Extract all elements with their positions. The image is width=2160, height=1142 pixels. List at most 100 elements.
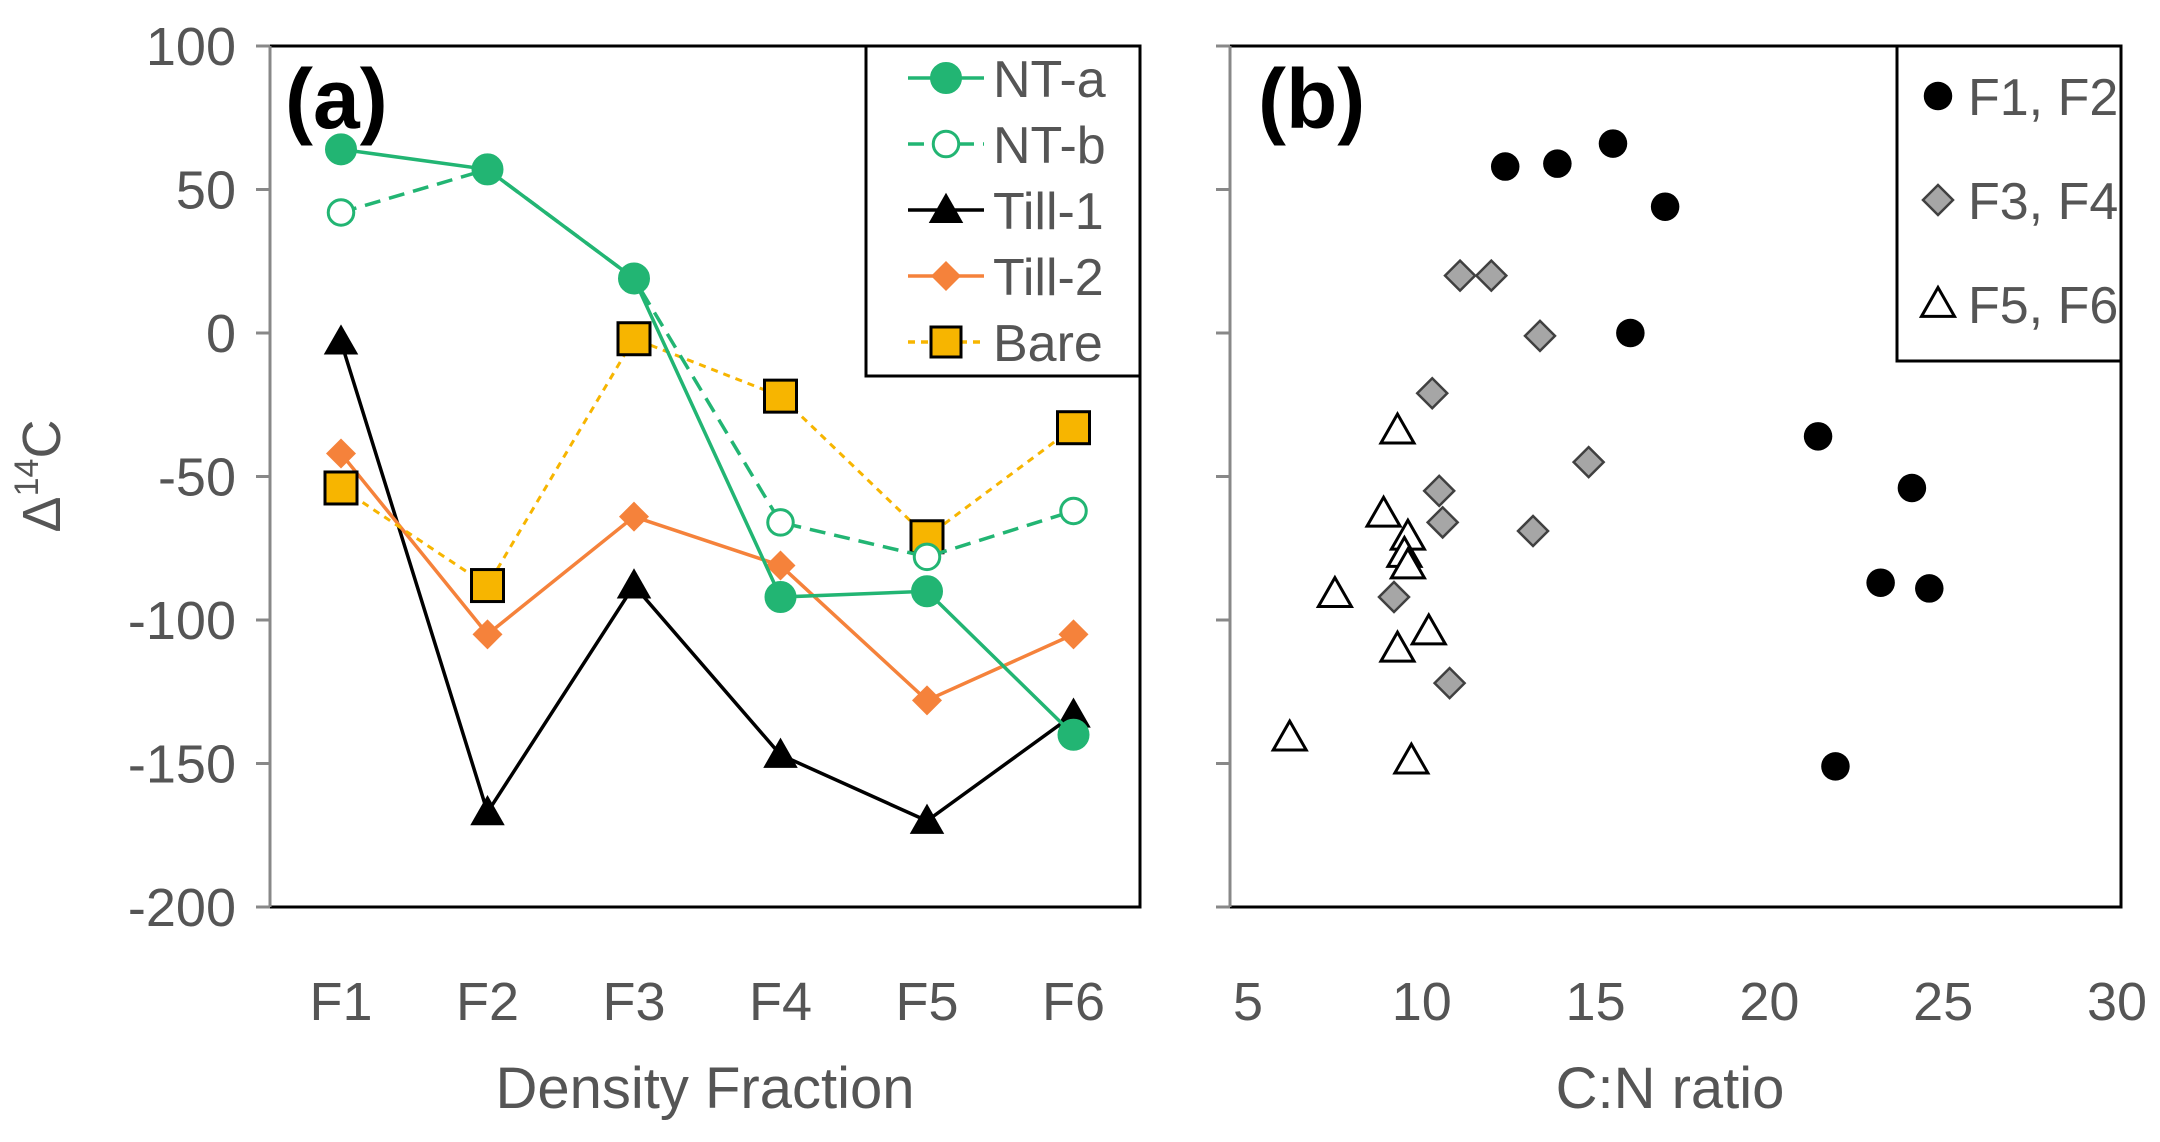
legend-marker xyxy=(928,192,964,223)
series-f1-f2 xyxy=(1490,129,1944,781)
data-point xyxy=(1388,545,1427,580)
data-point xyxy=(1378,411,1417,445)
series-line xyxy=(340,147,1075,737)
data-point xyxy=(1422,474,1456,508)
data-point xyxy=(912,685,942,716)
series-line xyxy=(340,167,1075,559)
data-point xyxy=(323,324,359,355)
data-point xyxy=(1315,574,1354,609)
data-point xyxy=(470,795,505,826)
data-point xyxy=(1364,494,1403,528)
legend-label: Bare xyxy=(993,315,1103,373)
panel-a-series xyxy=(323,133,1091,834)
series-till-1 xyxy=(323,324,1091,834)
x-tick-label: 25 xyxy=(1913,972,1973,1032)
y-tick-label: -200 xyxy=(128,878,236,938)
data-point xyxy=(1516,514,1550,548)
data-point xyxy=(1821,752,1850,781)
data-point xyxy=(1057,718,1090,751)
legend-marker xyxy=(930,62,962,94)
data-point xyxy=(1598,129,1628,158)
x-tick-label: 30 xyxy=(2087,972,2147,1032)
series-line xyxy=(340,336,1075,588)
data-point xyxy=(1443,258,1477,293)
data-point xyxy=(1543,149,1572,178)
legend-label: F1, F2 xyxy=(1968,69,2118,127)
data-point xyxy=(766,508,795,537)
data-point xyxy=(1056,697,1091,728)
x-tick-label: F1 xyxy=(309,972,372,1032)
legend-label: F3, F4 xyxy=(1968,173,2118,231)
data-point xyxy=(1490,152,1520,181)
data-point xyxy=(326,438,356,469)
data-point xyxy=(1571,445,1606,479)
data-point xyxy=(619,501,649,532)
legend-marker xyxy=(931,261,961,291)
data-point xyxy=(911,575,943,608)
y-label-superscript: 14 xyxy=(8,459,46,497)
panel-b-label: (b) xyxy=(1258,52,1365,146)
data-point xyxy=(1866,568,1895,597)
x-tick-label: 5 xyxy=(1233,972,1263,1032)
legend-marker xyxy=(1921,183,1955,217)
series-f5-f6 xyxy=(1270,411,1448,775)
panel-b-x-ticks: 5 10 15 20 25 30 xyxy=(1233,972,2147,1032)
x-tick-label: F2 xyxy=(456,972,519,1032)
data-point xyxy=(326,198,356,227)
y-tick-label: 50 xyxy=(176,161,236,221)
data-point xyxy=(1425,505,1460,540)
series-nt-a xyxy=(325,133,1090,751)
panel-b-points xyxy=(1270,129,1944,781)
y-tick-label: -50 xyxy=(158,448,236,508)
data-point xyxy=(1650,192,1680,221)
data-point xyxy=(912,542,942,572)
y-tick-label: -150 xyxy=(128,735,236,795)
data-point xyxy=(1377,580,1411,614)
data-point xyxy=(1616,318,1645,348)
y-tick-label: -100 xyxy=(128,591,236,651)
data-point xyxy=(1392,741,1431,775)
y-tick-label: 0 xyxy=(206,304,236,364)
x-tick-label: F4 xyxy=(749,972,812,1032)
data-point xyxy=(763,737,798,768)
data-point xyxy=(909,803,945,834)
legend-marker xyxy=(931,129,961,159)
data-point xyxy=(1058,619,1089,650)
x-tick-label: F5 xyxy=(895,972,958,1032)
legend-marker xyxy=(929,325,963,359)
data-point xyxy=(1056,410,1091,446)
data-point xyxy=(1523,319,1557,353)
data-point xyxy=(1803,422,1833,451)
series-till-2 xyxy=(326,438,1089,716)
data-point xyxy=(616,568,652,599)
data-point xyxy=(1915,574,1944,603)
panel-a: 100 50 0 -50 -100 -150 -200 F1 F2 F3 F4 F5 F6 (a) D… xyxy=(8,17,1142,1121)
data-point xyxy=(764,581,797,614)
data-point xyxy=(1409,611,1448,646)
data-point xyxy=(616,321,652,357)
x-tick-label: 20 xyxy=(1739,972,1799,1032)
panel-a-label: (a) xyxy=(285,52,388,146)
data-point xyxy=(765,550,796,581)
y-tick-label: 100 xyxy=(146,17,236,77)
series-line xyxy=(339,341,1075,823)
data-point xyxy=(1415,376,1449,411)
panel-b-y-ticks xyxy=(1216,44,1230,909)
panel-a-y-axis-label: Δ14C xyxy=(8,420,72,533)
panel-a-legend: NT-a NT-b Till-1 Till-2 Bare xyxy=(864,44,1142,378)
data-point xyxy=(618,262,650,295)
data-point xyxy=(323,470,359,506)
data-point xyxy=(1270,718,1309,752)
series-line xyxy=(339,452,1075,703)
data-point xyxy=(1432,666,1467,700)
panel-b-legend: F1, F2 F3, F4 F5, F6 xyxy=(1895,44,2123,363)
data-point xyxy=(472,619,503,650)
data-point xyxy=(470,568,505,604)
panel-b: 5 10 15 20 25 30 (b) C:N ratio F1, F2 F3, F4 F5… xyxy=(1216,44,2147,1121)
data-point xyxy=(471,153,504,186)
series-f3-f4 xyxy=(1377,258,1606,700)
data-point xyxy=(1897,473,1927,503)
legend-label: Till-2 xyxy=(993,249,1104,307)
data-point xyxy=(1378,629,1417,663)
